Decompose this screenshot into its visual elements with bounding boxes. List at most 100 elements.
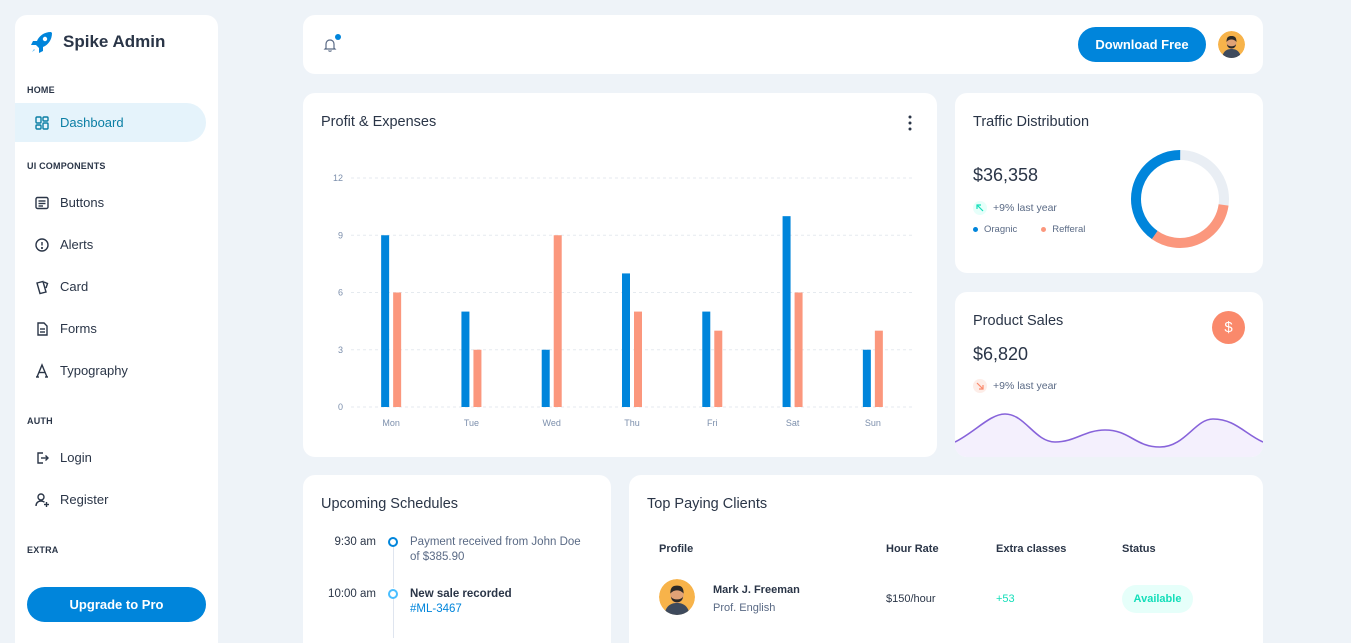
user-avatar[interactable]	[1218, 31, 1245, 58]
bell-icon[interactable]	[322, 37, 338, 53]
x-tick-label: Fri	[707, 418, 718, 428]
article-icon	[35, 196, 49, 209]
rocket-icon	[31, 32, 52, 53]
y-tick-label: 3	[338, 345, 343, 355]
product-sales-sparkline	[955, 413, 1263, 457]
sidebar-item-label: Dashboard	[60, 115, 124, 130]
x-tick-label: Wed	[543, 418, 561, 428]
nav-caption-auth: AUTH	[27, 416, 53, 426]
login-icon	[37, 451, 49, 464]
bar-expenses	[794, 292, 803, 407]
column-header-profile: Profile	[659, 543, 694, 555]
brand-name: Spike Admin	[63, 32, 166, 51]
top-header: Download Free	[303, 15, 1263, 74]
organic-legend-label: Oragnic	[984, 224, 1018, 235]
user-plus-icon	[35, 492, 49, 507]
product-sales-title: Product Sales	[973, 313, 1064, 329]
download-free-button[interactable]: Download Free	[1078, 27, 1206, 62]
column-header-extra-classes: Extra classes	[996, 543, 1067, 555]
traffic-title: Traffic Distribution	[973, 114, 1090, 130]
product-sales-card: Product Sales $6,820 +9% last year	[955, 292, 1263, 457]
profit-expenses-card: Profit & Expenses	[303, 93, 937, 457]
traffic-trend: +9% last year	[973, 201, 1057, 215]
sidebar-item-dashboard[interactable]: Dashboard	[15, 103, 206, 142]
x-tick-label: Sat	[786, 418, 800, 428]
y-tick-label: 12	[333, 173, 343, 183]
dollar-icon: $	[1212, 311, 1245, 344]
sidebar-item-typography[interactable]: Typography	[15, 351, 206, 390]
bar-expenses	[634, 311, 642, 407]
sidebar: Spike Admin HOME Dashboard UI COMPONENTS…	[15, 15, 218, 643]
bar-expenses	[874, 330, 883, 407]
y-tick-label: 0	[338, 402, 343, 412]
schedule-link[interactable]: #ML-3467	[410, 603, 462, 615]
sidebar-item-label: Buttons	[60, 195, 105, 210]
schedule-time: 10:00 am	[328, 588, 376, 600]
bar-profit	[461, 311, 470, 407]
sidebar-item-label: Login	[60, 450, 92, 465]
traffic-trend-text: +9% last year	[993, 202, 1057, 214]
alert-circle-icon	[35, 237, 49, 252]
schedule-text: Payment received from John Doe of $385.9…	[410, 536, 581, 563]
column-header-hour-rate: Hour Rate	[886, 543, 939, 555]
referral-legend-label: Refferal	[1052, 224, 1086, 235]
sidebar-item-label: Alerts	[60, 237, 94, 252]
x-tick-label: Sun	[865, 418, 881, 428]
sidebar-item-label: Register	[60, 492, 109, 507]
product-sales-trend: +9% last year	[973, 379, 1057, 393]
traffic-amount: $36,358	[973, 165, 1039, 185]
traffic-donut-chart	[1131, 150, 1229, 248]
x-tick-label: Tue	[464, 418, 479, 428]
sidebar-item-login[interactable]: Login	[15, 438, 206, 477]
upgrade-to-pro-button[interactable]: Upgrade to Pro	[27, 587, 206, 622]
cards-icon	[36, 280, 49, 294]
timeline-line	[393, 546, 394, 588]
nav-caption-extra: EXTRA	[27, 545, 59, 555]
brand-logo[interactable]: Spike Admin	[29, 29, 165, 55]
timeline-dot-secondary	[388, 589, 398, 599]
bar-expenses	[714, 330, 723, 407]
profit-expenses-chart: 0 3 6 9 12 Mon Tue Wed Thu Fri Sat Sun	[333, 173, 913, 428]
bar-profit	[862, 349, 871, 407]
organic-legend-dot	[973, 227, 978, 232]
schedule-text: New sale recorded	[410, 588, 512, 600]
bar-expenses	[393, 292, 402, 407]
nav-caption-home: HOME	[27, 85, 55, 95]
product-sales-amount: $6,820	[973, 344, 1029, 364]
bar-profit	[782, 216, 791, 407]
traffic-distribution-card: Traffic Distribution $36,358 +9% last ye…	[955, 93, 1263, 273]
product-sales-trend-text: +9% last year	[993, 380, 1057, 392]
schedule-time: 9:30 am	[334, 536, 376, 548]
client-role: Prof. English	[713, 602, 776, 614]
more-vertical-icon[interactable]	[900, 113, 920, 133]
x-tick-label: Thu	[624, 418, 640, 428]
file-description-icon	[37, 321, 48, 336]
bar-expenses	[473, 349, 482, 407]
bar-profit	[622, 273, 630, 407]
sidebar-item-label: Card	[60, 279, 89, 294]
column-header-status: Status	[1122, 543, 1156, 555]
bar-profit	[702, 311, 711, 407]
client-name: Mark J. Freeman	[713, 584, 800, 596]
x-tick-label: Mon	[382, 418, 400, 428]
sidebar-item-buttons[interactable]: Buttons	[15, 183, 206, 222]
client-hour-rate: $150/hour	[886, 593, 936, 605]
sidebar-item-forms[interactable]: Forms	[15, 309, 206, 348]
profit-expenses-title: Profit & Expenses	[321, 114, 437, 130]
sidebar-item-card[interactable]: Card	[15, 267, 206, 306]
bar-profit	[381, 235, 390, 407]
typography-icon	[36, 362, 48, 378]
upcoming-schedules-card: Upcoming Schedules	[303, 475, 611, 643]
status-badge: Available	[1122, 585, 1193, 613]
nav-caption-ui: UI COMPONENTS	[27, 161, 106, 171]
timeline-dot-primary	[388, 537, 398, 547]
bar-profit	[541, 349, 550, 407]
sidebar-item-register[interactable]: Register	[15, 480, 206, 519]
sidebar-item-label: Forms	[60, 321, 97, 336]
sidebar-item-label: Typography	[60, 363, 128, 378]
y-tick-label: 6	[338, 288, 343, 298]
timeline-line	[393, 598, 394, 638]
top-paying-clients-card: Top Paying Clients	[629, 475, 1263, 643]
arrow-down-right-icon	[973, 379, 987, 393]
sidebar-item-alerts[interactable]: Alerts	[15, 225, 206, 264]
